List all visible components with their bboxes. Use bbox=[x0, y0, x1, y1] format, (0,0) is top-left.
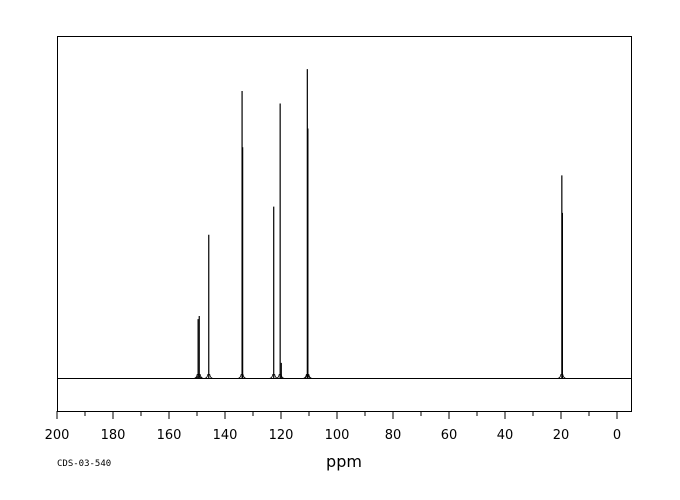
peaks-group bbox=[193, 69, 567, 379]
peak-base bbox=[194, 374, 205, 379]
spectrum-code-label: CDS-03-540 bbox=[57, 459, 111, 469]
peak-base bbox=[203, 374, 214, 379]
x-tick-label: 200 bbox=[45, 428, 70, 443]
x-tick-label: 60 bbox=[441, 428, 458, 443]
x-tick-label: 120 bbox=[269, 428, 294, 443]
plot-frame bbox=[57, 36, 632, 412]
x-axis-ticks: 200 180 160 140 120 100 80 60 40 20 0 bbox=[45, 411, 621, 443]
x-tick-label: 0 bbox=[613, 428, 621, 443]
x-tick-label: 20 bbox=[553, 428, 570, 443]
peak-base bbox=[275, 374, 286, 379]
x-tick-label: 180 bbox=[101, 428, 126, 443]
x-axis-title: ppm bbox=[326, 452, 362, 471]
x-tick-label: 160 bbox=[157, 428, 182, 443]
x-tick-label: 140 bbox=[213, 428, 238, 443]
x-tick-label: 40 bbox=[497, 428, 514, 443]
peak-base bbox=[237, 374, 248, 379]
x-tick-label: 100 bbox=[325, 428, 350, 443]
peak-base bbox=[302, 374, 313, 379]
x-tick-label: 80 bbox=[385, 428, 402, 443]
peak-base bbox=[556, 374, 567, 379]
